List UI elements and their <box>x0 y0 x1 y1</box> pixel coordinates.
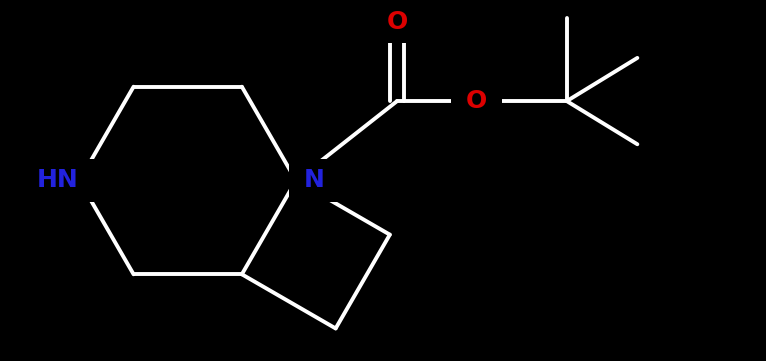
FancyBboxPatch shape <box>372 0 422 43</box>
Text: HN: HN <box>37 169 79 192</box>
Text: N: N <box>303 169 325 192</box>
FancyBboxPatch shape <box>289 159 339 202</box>
FancyBboxPatch shape <box>451 79 502 123</box>
Text: O: O <box>387 10 408 34</box>
Text: O: O <box>466 89 487 113</box>
FancyBboxPatch shape <box>18 159 97 202</box>
